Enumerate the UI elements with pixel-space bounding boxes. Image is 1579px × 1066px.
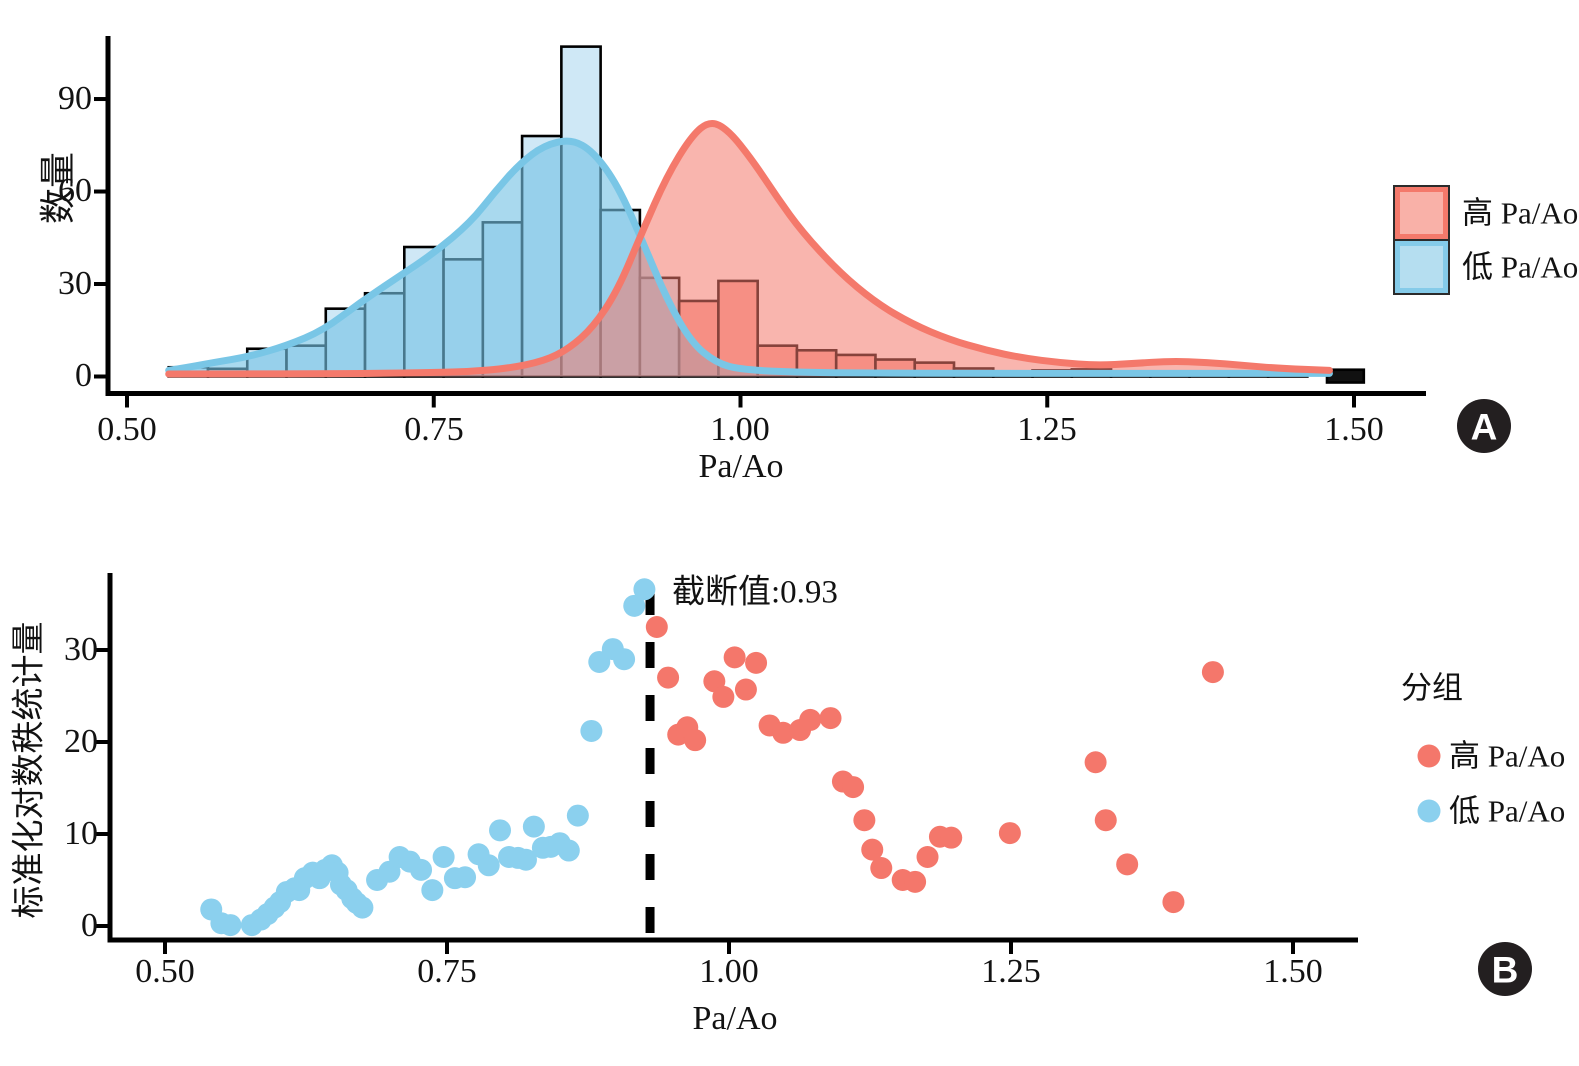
- legend-a-key-outline: [1393, 239, 1450, 295]
- panel-a-ytick-60: 60: [58, 172, 92, 209]
- scatter-point: [410, 858, 433, 881]
- panel-b-xtick-100: 1.00: [699, 953, 759, 990]
- scatter-point: [799, 708, 822, 731]
- panel-b-marker-letter: B: [1491, 949, 1519, 991]
- legend-b-title: 分组: [1401, 670, 1463, 706]
- scatter-point: [645, 616, 668, 638]
- scatter-point: [1162, 891, 1185, 914]
- legend-a-label-low: 低 Pa/Ao: [1462, 249, 1579, 285]
- scatter-point: [1116, 853, 1139, 876]
- panel-a-xtick-125: 1.25: [1017, 411, 1077, 448]
- scatter-point: [904, 870, 927, 893]
- density-fill: [168, 123, 1330, 377]
- scatter-point: [745, 651, 768, 674]
- scatter-point: [723, 646, 746, 669]
- scatter-point: [613, 648, 636, 671]
- panel-b-ytick-10: 10: [64, 815, 98, 852]
- density-curve: [165, 120, 1333, 378]
- scatter-point: [998, 822, 1021, 845]
- scatter-point: [432, 846, 455, 868]
- scatter-point: [522, 815, 545, 838]
- scatter-point: [219, 914, 242, 937]
- panel-a-xtick-075: 0.75: [404, 411, 464, 448]
- scatter-point: [870, 857, 893, 880]
- scatter-point: [557, 839, 580, 862]
- panel-a-marker-circle: [1457, 399, 1511, 453]
- scatter-point: [633, 578, 656, 601]
- scatter-point: [1094, 809, 1117, 832]
- panel-a-xtick-100: 1.00: [710, 411, 770, 448]
- scatter-point: [566, 804, 589, 827]
- scatter-point: [477, 854, 500, 877]
- scatter-point: [454, 866, 477, 889]
- panel-a-x-axis-label: Pa/Ao: [698, 448, 784, 485]
- scatter-point: [489, 819, 512, 842]
- panel-a-ytick-0: 0: [75, 357, 92, 394]
- panel-b-ytick-30: 30: [64, 631, 98, 668]
- scatter-point: [657, 666, 680, 689]
- legend-b-key-dot: [1417, 799, 1441, 823]
- panel-a-ytick-90: 90: [58, 80, 92, 117]
- density-curve: [165, 137, 1333, 377]
- scatter-point: [772, 721, 795, 744]
- panel-b-xtick-050: 0.50: [135, 953, 195, 990]
- panel-a-ytick-30: 30: [58, 265, 92, 302]
- scatter-point: [940, 826, 963, 849]
- scatter-point: [1201, 661, 1224, 684]
- scatter-point: [734, 678, 757, 701]
- scatter-point: [1084, 751, 1107, 774]
- panel-b-xtick-075: 0.75: [417, 953, 477, 990]
- legend-a-key-swatch: [1395, 241, 1448, 293]
- panel-b-xtick-125: 1.25: [981, 953, 1041, 990]
- panel-b-ytick-0: 0: [81, 907, 98, 944]
- scatter-point: [580, 719, 603, 742]
- scatter-point: [853, 809, 876, 832]
- panel-b-x-axis-label: Pa/Ao: [692, 1000, 778, 1037]
- density-fill: [168, 141, 1330, 377]
- legend-a-label-high: 高 Pa/Ao: [1462, 195, 1579, 231]
- legend-b-label-high: 高 Pa/Ao: [1449, 738, 1566, 774]
- scatter-point: [819, 707, 842, 730]
- scatter-point: [916, 846, 939, 868]
- scatter-point: [351, 896, 374, 919]
- panel-b-marker-circle: [1478, 942, 1532, 996]
- scatter-point: [842, 776, 865, 799]
- scatter-point: [421, 879, 444, 902]
- scatter-point: [861, 838, 884, 861]
- scatter-point: [514, 848, 537, 871]
- panel-a-marker-letter: A: [1470, 406, 1498, 448]
- legend-b-label-low: 低 Pa/Ao: [1449, 793, 1566, 829]
- panel-a-xtick-150: 1.50: [1324, 411, 1384, 448]
- legend-a-key-swatch: [1395, 187, 1448, 239]
- scatter-point: [712, 685, 735, 708]
- panel-b-ytick-20: 20: [64, 723, 98, 760]
- legend-b-key-dot: [1417, 744, 1441, 768]
- cutoff-annotation: 截断值:0.93: [672, 574, 838, 611]
- panel-b-xtick-150: 1.50: [1263, 953, 1323, 990]
- scatter-point: [623, 594, 646, 617]
- panel-a-xtick-050: 0.50: [97, 411, 157, 448]
- scatter-point: [684, 729, 707, 752]
